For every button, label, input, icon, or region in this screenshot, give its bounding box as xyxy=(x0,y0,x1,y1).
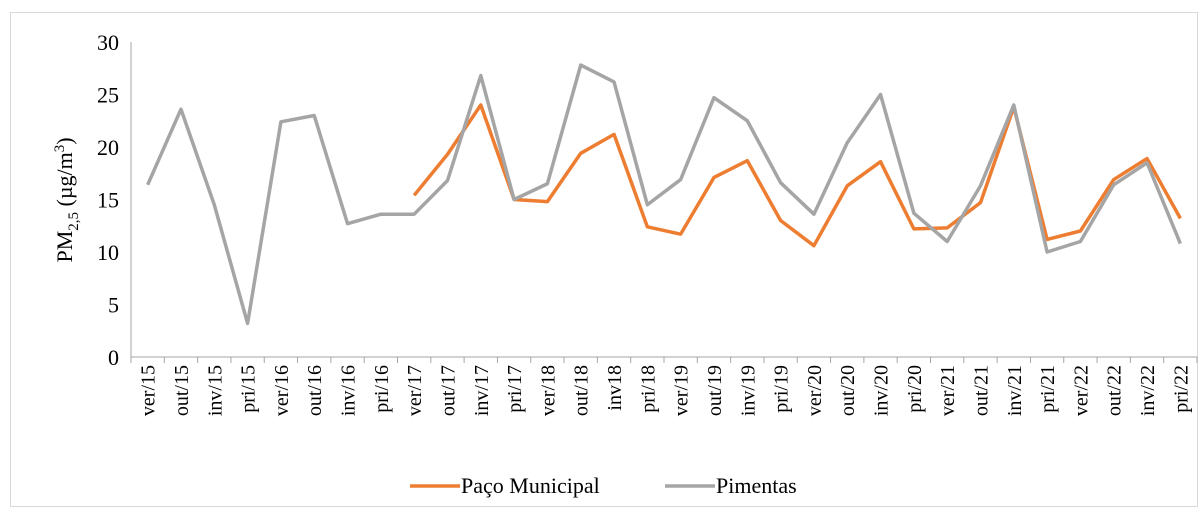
x-tick-label: ver/17 xyxy=(404,365,426,416)
x-tick-label: inv/22 xyxy=(1137,365,1159,416)
x-tick-label: ver/20 xyxy=(804,365,826,416)
y-axis-label-part: PM xyxy=(52,231,77,263)
x-tick-label: inv/16 xyxy=(338,365,360,416)
x-tick-label: ver/21 xyxy=(937,365,959,416)
y-axis-label-part: ) xyxy=(52,137,77,144)
x-tick-label: inv/20 xyxy=(871,365,893,416)
legend-label: Pimentas xyxy=(716,473,797,498)
y-tick-label: 25 xyxy=(97,83,119,108)
x-tick-label: pri/18 xyxy=(637,365,659,413)
series-line xyxy=(412,103,1182,248)
x-tick-label: out/19 xyxy=(704,365,726,416)
y-tick-label: 30 xyxy=(97,30,119,55)
x-tick-label: ver/22 xyxy=(1070,365,1092,416)
x-tick-label: inv/17 xyxy=(471,365,493,416)
x-tick-label: out/18 xyxy=(571,365,593,416)
x-tick-label: ver/18 xyxy=(537,365,559,416)
x-tick-label: pri/15 xyxy=(238,365,260,413)
legend-label: Paço Municipal xyxy=(461,473,600,498)
y-axis-label-part: 3 xyxy=(52,145,68,153)
x-tick-label: pri/16 xyxy=(371,365,393,413)
y-axis-label: PM2,5 (µg/m3) xyxy=(52,137,82,262)
x-tick-label: ver/19 xyxy=(671,365,693,416)
y-tick-label: 0 xyxy=(108,345,119,370)
y-axis-label-part: 2,5 xyxy=(66,212,82,231)
y-tick-label: 10 xyxy=(97,240,119,265)
x-tick-label: inv/19 xyxy=(737,365,759,416)
x-tick-label: out/15 xyxy=(171,365,193,416)
x-tick-label: pri/17 xyxy=(504,365,526,413)
x-tick-label: ver/15 xyxy=(138,365,160,416)
y-tick-label: 5 xyxy=(108,293,119,318)
x-tick-label: out/22 xyxy=(1104,365,1126,416)
x-tick-label: inv18 xyxy=(604,365,626,411)
x-tick-label: inv/21 xyxy=(1004,365,1026,416)
x-tick-label: pri/20 xyxy=(904,365,926,413)
chart-border xyxy=(10,12,1198,507)
y-tick-label: 15 xyxy=(97,188,119,213)
x-tick-label: out/21 xyxy=(970,365,992,416)
x-tick-label: pri/22 xyxy=(1170,365,1192,413)
y-tick-label: 20 xyxy=(97,135,119,160)
x-tick-label: out/20 xyxy=(837,365,859,416)
x-tick-label: out/16 xyxy=(304,365,326,416)
x-tick-label: ver/16 xyxy=(271,365,293,416)
x-tick-label: inv/15 xyxy=(204,365,226,416)
x-tick-label: pri/19 xyxy=(771,365,793,413)
y-axis-label-part: (µg/m xyxy=(52,152,77,212)
x-tick-label: pri/21 xyxy=(1037,365,1059,413)
x-tick-label: out/17 xyxy=(437,365,459,416)
series-line xyxy=(146,63,1182,326)
